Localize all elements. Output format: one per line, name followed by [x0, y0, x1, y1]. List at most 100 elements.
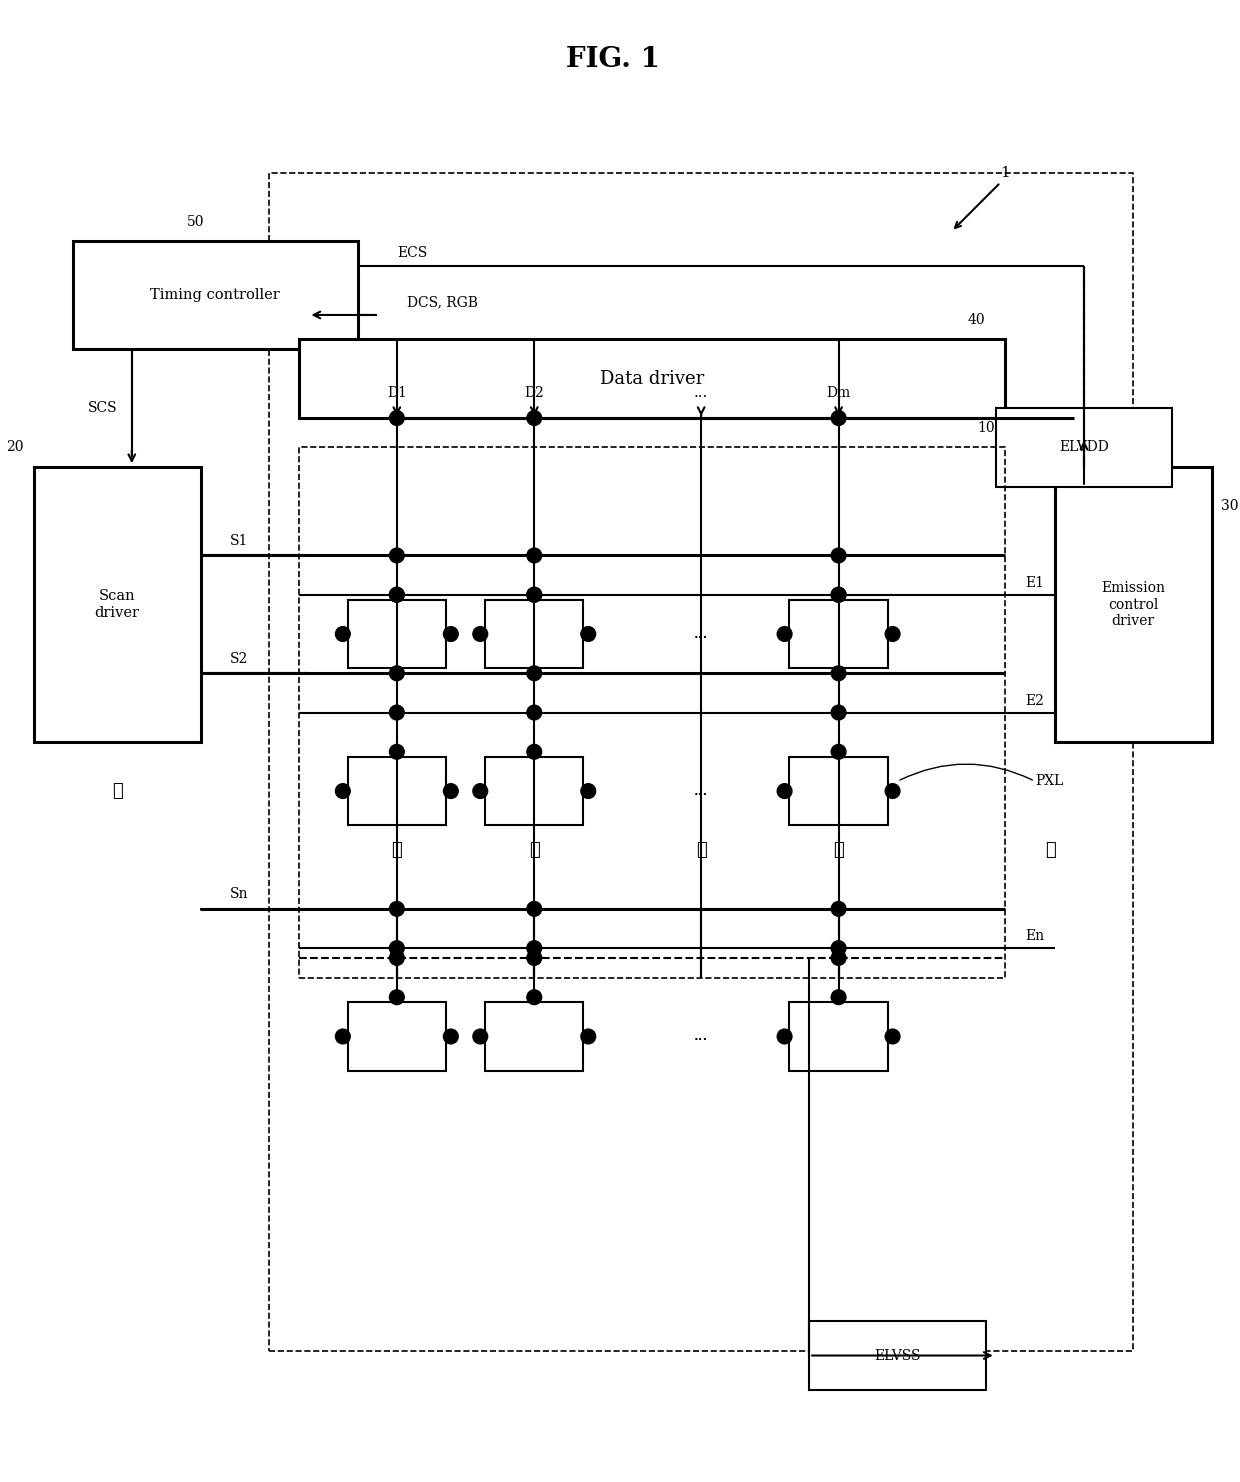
Circle shape — [831, 548, 846, 563]
Bar — [269, 172, 1133, 1350]
Bar — [33, 467, 201, 742]
Circle shape — [389, 744, 404, 759]
Bar — [347, 1002, 446, 1071]
Circle shape — [444, 1029, 459, 1043]
Bar — [347, 757, 446, 825]
Text: S1: S1 — [229, 534, 248, 548]
Circle shape — [831, 587, 846, 602]
Circle shape — [527, 901, 542, 916]
Circle shape — [527, 990, 542, 1005]
Circle shape — [389, 411, 404, 425]
Text: ECS: ECS — [397, 246, 427, 261]
Circle shape — [527, 587, 542, 602]
Text: FIG. 1: FIG. 1 — [565, 46, 660, 73]
Text: ⋮: ⋮ — [1045, 840, 1055, 860]
Text: 50: 50 — [187, 215, 205, 228]
Text: 30: 30 — [1221, 499, 1239, 513]
Circle shape — [389, 665, 404, 680]
Text: ...: ... — [694, 1030, 708, 1043]
Text: ⋮: ⋮ — [696, 840, 707, 860]
Circle shape — [527, 705, 542, 720]
Bar — [73, 242, 357, 350]
Text: DCS, RGB: DCS, RGB — [407, 295, 477, 310]
Text: PXL: PXL — [1035, 774, 1063, 788]
Circle shape — [472, 627, 487, 642]
Circle shape — [389, 705, 404, 720]
Circle shape — [831, 950, 846, 965]
Text: E1: E1 — [1025, 576, 1044, 590]
Circle shape — [831, 901, 846, 916]
Bar — [810, 1320, 986, 1390]
Text: 1: 1 — [1001, 166, 1011, 179]
Text: Scan
driver: Scan driver — [94, 590, 140, 619]
Text: ...: ... — [694, 627, 708, 642]
Text: ⋮: ⋮ — [529, 840, 539, 860]
Circle shape — [444, 784, 459, 799]
Circle shape — [527, 587, 542, 602]
Bar — [790, 600, 888, 668]
Text: ...: ... — [694, 1030, 708, 1043]
Circle shape — [885, 627, 900, 642]
Text: E2: E2 — [1025, 694, 1044, 708]
Circle shape — [777, 627, 792, 642]
Bar — [299, 448, 1006, 978]
Text: D2: D2 — [525, 387, 544, 400]
Circle shape — [389, 587, 404, 602]
Bar — [485, 600, 583, 668]
Bar — [347, 600, 446, 668]
Circle shape — [831, 705, 846, 720]
Text: ...: ... — [694, 784, 708, 799]
Circle shape — [444, 627, 459, 642]
Text: ELVSS: ELVSS — [874, 1349, 921, 1362]
Circle shape — [580, 784, 595, 799]
Circle shape — [831, 411, 846, 425]
Circle shape — [336, 627, 350, 642]
Circle shape — [777, 1029, 792, 1043]
Circle shape — [472, 1029, 487, 1043]
Text: ⋮: ⋮ — [833, 840, 844, 860]
Text: Sn: Sn — [229, 888, 248, 901]
Circle shape — [389, 990, 404, 1005]
Bar — [790, 1002, 888, 1071]
Text: ...: ... — [694, 627, 708, 642]
Circle shape — [831, 744, 846, 759]
Circle shape — [472, 784, 487, 799]
Circle shape — [885, 1029, 900, 1043]
Circle shape — [389, 941, 404, 956]
Circle shape — [831, 990, 846, 1005]
Circle shape — [580, 1029, 595, 1043]
Text: 40: 40 — [967, 313, 985, 328]
Text: 20: 20 — [6, 440, 24, 455]
Circle shape — [527, 744, 542, 759]
Bar — [485, 757, 583, 825]
Circle shape — [389, 901, 404, 916]
Circle shape — [389, 950, 404, 965]
Circle shape — [389, 587, 404, 602]
Text: ...: ... — [694, 387, 708, 400]
Text: D1: D1 — [387, 387, 407, 400]
Circle shape — [831, 665, 846, 680]
Text: SCS: SCS — [88, 402, 117, 415]
Text: ⋮: ⋮ — [112, 782, 123, 800]
Circle shape — [580, 627, 595, 642]
Circle shape — [336, 784, 350, 799]
Text: Data driver: Data driver — [600, 370, 704, 388]
Circle shape — [389, 548, 404, 563]
Circle shape — [527, 941, 542, 956]
Text: ...: ... — [694, 784, 708, 799]
Circle shape — [527, 665, 542, 680]
Circle shape — [777, 784, 792, 799]
Circle shape — [831, 941, 846, 956]
Bar — [299, 339, 1006, 418]
Text: ELVDD: ELVDD — [1059, 440, 1109, 455]
Text: Dm: Dm — [826, 387, 851, 400]
Bar — [485, 1002, 583, 1071]
Circle shape — [527, 548, 542, 563]
Circle shape — [527, 950, 542, 965]
Text: 10: 10 — [977, 421, 994, 434]
Text: S2: S2 — [229, 652, 248, 665]
Circle shape — [336, 1029, 350, 1043]
Text: Emission
control
driver: Emission control driver — [1101, 581, 1166, 628]
Circle shape — [885, 784, 900, 799]
Text: En: En — [1025, 929, 1044, 944]
